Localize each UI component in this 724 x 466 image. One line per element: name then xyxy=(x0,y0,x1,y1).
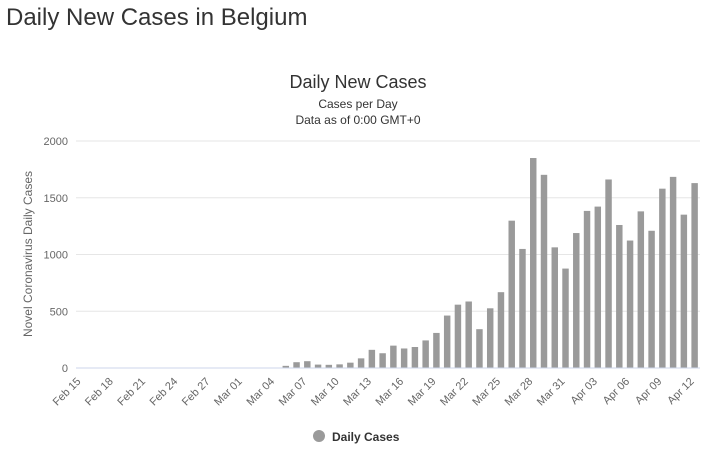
x-tick-label: Feb 21 xyxy=(115,376,148,409)
y-tick-label: 1000 xyxy=(44,250,68,262)
bar[interactable] xyxy=(400,348,408,368)
bar[interactable] xyxy=(508,220,515,368)
x-tick-label: Mar 28 xyxy=(503,376,536,409)
x-tick-label: Mar 31 xyxy=(535,376,568,409)
chart-subtitle-line-1: Cases per Day xyxy=(318,97,397,111)
bar[interactable] xyxy=(540,174,548,368)
x-tick-label: Feb 24 xyxy=(148,376,181,409)
bar[interactable] xyxy=(562,268,569,368)
bar[interactable] xyxy=(293,362,300,368)
x-tick-label: Feb 18 xyxy=(83,376,116,409)
x-tick-label: Mar 10 xyxy=(309,376,342,409)
bar[interactable] xyxy=(304,361,311,368)
legend[interactable]: Daily Cases xyxy=(313,430,400,444)
bar[interactable] xyxy=(433,332,440,368)
bar[interactable] xyxy=(519,248,526,368)
x-tick-label: Mar 01 xyxy=(212,376,245,409)
bar[interactable] xyxy=(454,304,462,368)
bar[interactable] xyxy=(583,210,591,368)
bar[interactable] xyxy=(422,340,429,368)
bar[interactable] xyxy=(616,224,623,368)
legend-label-daily-cases[interactable]: Daily Cases xyxy=(332,430,400,444)
bar[interactable] xyxy=(669,176,677,368)
x-tick-label: Mar 07 xyxy=(277,376,310,409)
x-tick-label: Mar 16 xyxy=(374,376,407,409)
bar[interactable] xyxy=(497,292,505,368)
x-tick-label: Mar 13 xyxy=(341,376,374,409)
bar[interactable] xyxy=(336,364,343,368)
x-tick-label: Mar 22 xyxy=(438,376,471,409)
bar[interactable] xyxy=(314,364,322,368)
bar[interactable] xyxy=(357,358,365,368)
bar[interactable] xyxy=(637,211,645,368)
bar[interactable] xyxy=(648,230,655,368)
bar[interactable] xyxy=(476,329,483,368)
x-tick-label: Mar 04 xyxy=(244,376,277,409)
bar[interactable] xyxy=(443,315,451,368)
bar[interactable] xyxy=(530,158,537,368)
x-tick-label: Apr 06 xyxy=(601,376,632,407)
x-tick-label: Feb 27 xyxy=(180,376,213,409)
bar[interactable] xyxy=(368,349,376,368)
bars xyxy=(239,158,698,368)
y-tick-label: 0 xyxy=(62,363,68,375)
bar[interactable] xyxy=(680,214,688,368)
y-axis-title: Novel Coronavirus Daily Cases xyxy=(21,171,35,337)
x-tick-label: Mar 25 xyxy=(470,376,503,409)
bar[interactable] xyxy=(659,188,666,368)
y-tick-label: 500 xyxy=(50,306,68,318)
bar[interactable] xyxy=(594,206,602,368)
x-tick-label: Apr 12 xyxy=(665,376,696,407)
bar[interactable] xyxy=(379,353,386,368)
bar[interactable] xyxy=(411,347,419,368)
legend-marker-daily-cases xyxy=(313,430,325,442)
chart-subtitle-line-2: Data as of 0:00 GMT+0 xyxy=(295,113,420,127)
bar[interactable] xyxy=(325,364,333,368)
y-tick-label: 1500 xyxy=(44,193,68,205)
bar[interactable] xyxy=(605,179,612,368)
bar[interactable] xyxy=(691,183,698,368)
bar[interactable] xyxy=(551,247,558,368)
y-tick-label: 2000 xyxy=(44,136,68,148)
bar[interactable] xyxy=(390,345,397,368)
bar[interactable] xyxy=(573,233,580,368)
x-tick-label: Feb 15 xyxy=(51,376,84,409)
bar[interactable] xyxy=(282,365,290,368)
x-tick-label: Apr 03 xyxy=(569,376,600,407)
x-tick-label: Apr 09 xyxy=(633,376,664,407)
x-tick-label: Mar 19 xyxy=(406,376,439,409)
bar[interactable] xyxy=(347,362,354,368)
page-heading: Daily New Cases in Belgium xyxy=(6,4,308,31)
chart-title: Daily New Cases xyxy=(289,72,426,92)
bar[interactable] xyxy=(626,240,634,368)
bar[interactable] xyxy=(486,308,494,368)
bar[interactable] xyxy=(465,301,472,368)
